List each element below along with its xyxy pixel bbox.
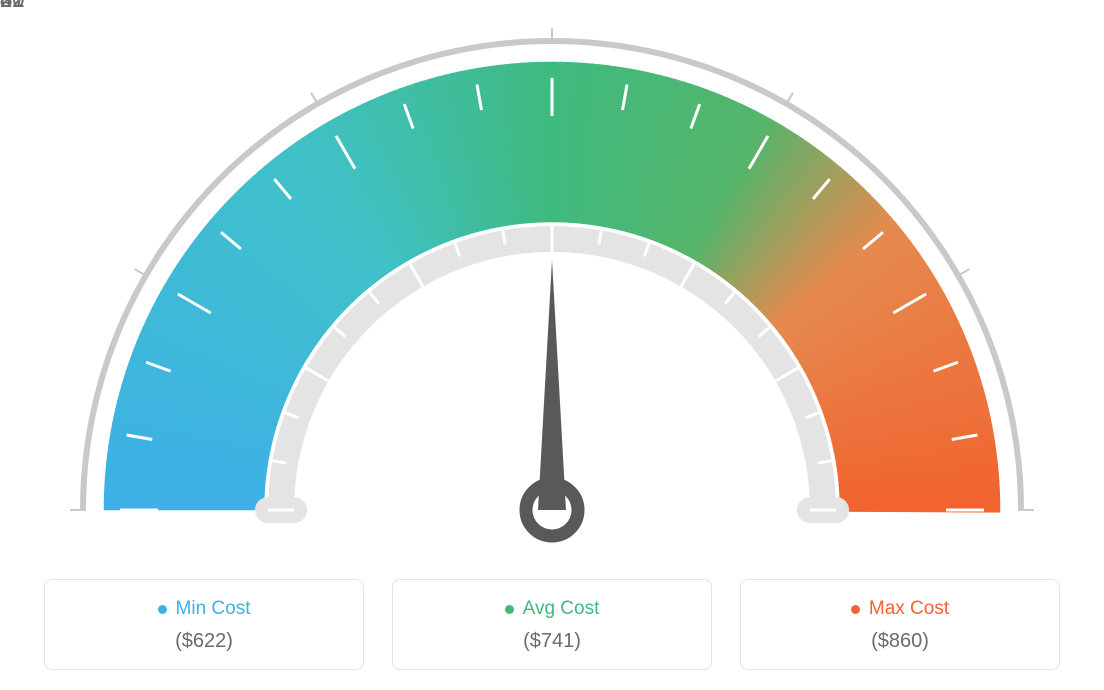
legend-title-avg: Avg Cost xyxy=(505,598,600,620)
legend-value-avg: ($741) xyxy=(393,630,711,653)
legend-value-max: ($860) xyxy=(741,630,1059,653)
legend-dot-avg xyxy=(505,605,514,614)
legend-value-min: ($622) xyxy=(45,630,363,653)
legend-card-min: Min Cost ($622) xyxy=(44,579,364,670)
legend-label-avg: Avg Cost xyxy=(523,598,600,620)
legend-title-max: Max Cost xyxy=(851,598,949,620)
gauge-svg xyxy=(0,0,1104,560)
legend-dot-min xyxy=(158,605,167,614)
legend-title-min: Min Cost xyxy=(158,598,251,620)
legend-label-max: Max Cost xyxy=(869,598,949,620)
legend-card-max: Max Cost ($860) xyxy=(740,579,1060,670)
gauge-container: $622$652$682$741$781$821$860 xyxy=(0,0,1104,560)
legend-row: Min Cost ($622) Avg Cost ($741) Max Cost… xyxy=(0,579,1104,670)
legend-dot-max xyxy=(851,605,860,614)
legend-card-avg: Avg Cost ($741) xyxy=(392,579,712,670)
legend-label-min: Min Cost xyxy=(176,598,251,620)
gauge-scale-label: $860 xyxy=(0,0,24,13)
